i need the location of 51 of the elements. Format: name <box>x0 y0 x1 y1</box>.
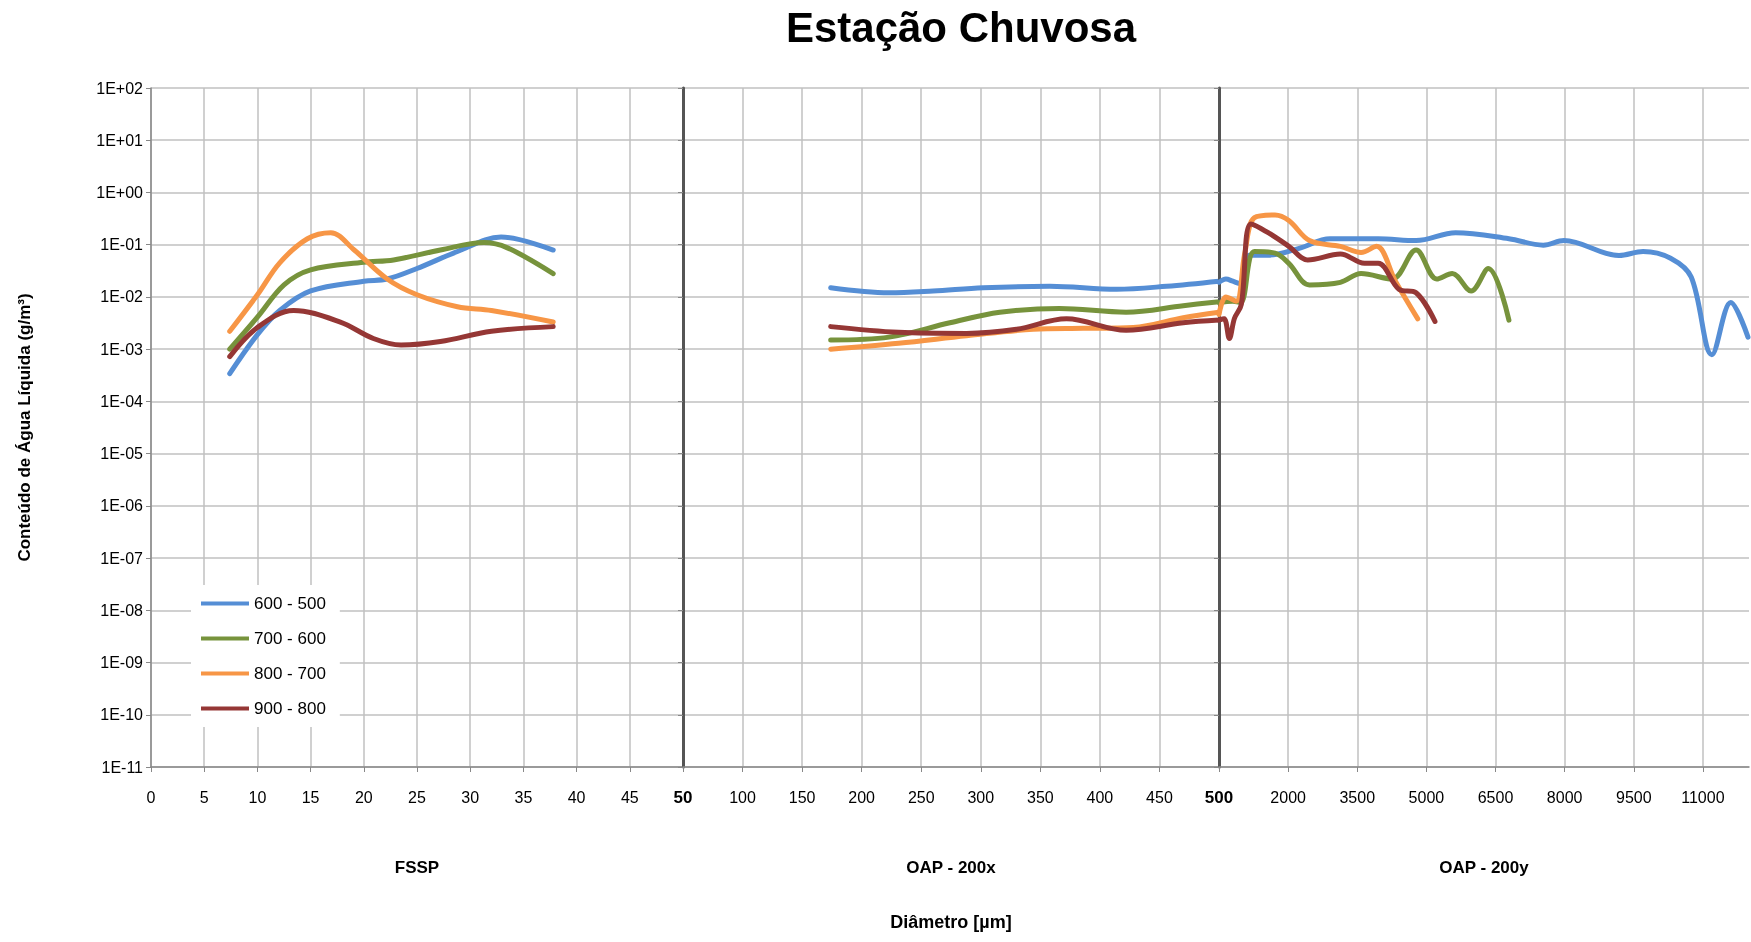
x-tick-label: 300 <box>967 788 995 806</box>
x-tick-label: 11000 <box>1681 788 1725 806</box>
text: Diâmetro [µm] <box>890 912 1012 933</box>
y-tick-label: 1E-09 <box>100 654 144 672</box>
y-tick-label: 1E-11 <box>101 758 144 776</box>
x-tick-label: 100 <box>729 788 756 806</box>
chart-title: Estação Chuvosa <box>785 4 1137 52</box>
x-tick-label: 25 <box>408 788 426 806</box>
x-tick-label: 350 <box>1026 788 1054 806</box>
x-tick-label: 50 <box>673 788 693 807</box>
x-tick-label: 5000 <box>1408 788 1445 806</box>
x-tick-label: 40 <box>567 788 586 806</box>
y-tick-label: 1E-01 <box>100 236 144 254</box>
x-tick-label: 0 <box>146 788 156 806</box>
x-tick-label: 10 <box>248 788 267 806</box>
x-tick-label: 400 <box>1086 788 1114 806</box>
y-tick-label: 1E-05 <box>100 445 144 463</box>
legend-label: 700 - 600 <box>254 629 326 648</box>
y-tick-label: 1E-03 <box>100 340 144 358</box>
y-tick-label: 1E+00 <box>96 183 144 201</box>
x-axis-title: OAP - 200x <box>906 858 997 877</box>
x-tick-label: 9500 <box>1615 788 1652 806</box>
x-tick-label: 35 <box>514 788 533 806</box>
legend-label: 900 - 800 <box>254 699 326 718</box>
y-tick-label: 1E-07 <box>100 549 144 567</box>
legend-label: 800 - 700 <box>254 664 326 683</box>
x-tick-label: 150 <box>788 788 816 806</box>
y-tick-label: 1E-10 <box>100 706 144 724</box>
x-tick-label: 20 <box>354 788 373 806</box>
y-tick-label: 1E+01 <box>96 131 144 149</box>
y-tick-label: 1E-04 <box>100 392 144 410</box>
y-axis-title: Conteúdo de Água Líquida (g/m³) <box>15 293 34 562</box>
x-tick-label: 45 <box>620 788 639 806</box>
x-axis-title: FSSP <box>394 858 440 877</box>
y-tick-label: 1E+02 <box>96 79 144 97</box>
y-tick-label: 1E-06 <box>100 497 144 515</box>
x-tick-label: 6500 <box>1477 788 1514 806</box>
x-axis-title: OAP - 200y <box>1439 858 1530 877</box>
x-tick-label: 2000 <box>1270 788 1307 806</box>
y-tick-label: 1E-08 <box>100 601 144 619</box>
x-tick-label: 3500 <box>1339 788 1376 806</box>
x-tick-label: 30 <box>461 788 480 806</box>
x-tick-label: 8000 <box>1546 788 1583 806</box>
x-tick-label: 250 <box>907 788 935 806</box>
x-tick-label: 450 <box>1146 788 1173 806</box>
x-tick-label: 500 <box>1204 788 1234 807</box>
x-tick-label: 5 <box>199 788 209 806</box>
y-tick-label: 1E-02 <box>100 288 144 306</box>
legend-label: 600 - 500 <box>254 594 326 613</box>
x-tick-label: 200 <box>848 788 876 806</box>
x-tick-label: 15 <box>301 788 320 806</box>
